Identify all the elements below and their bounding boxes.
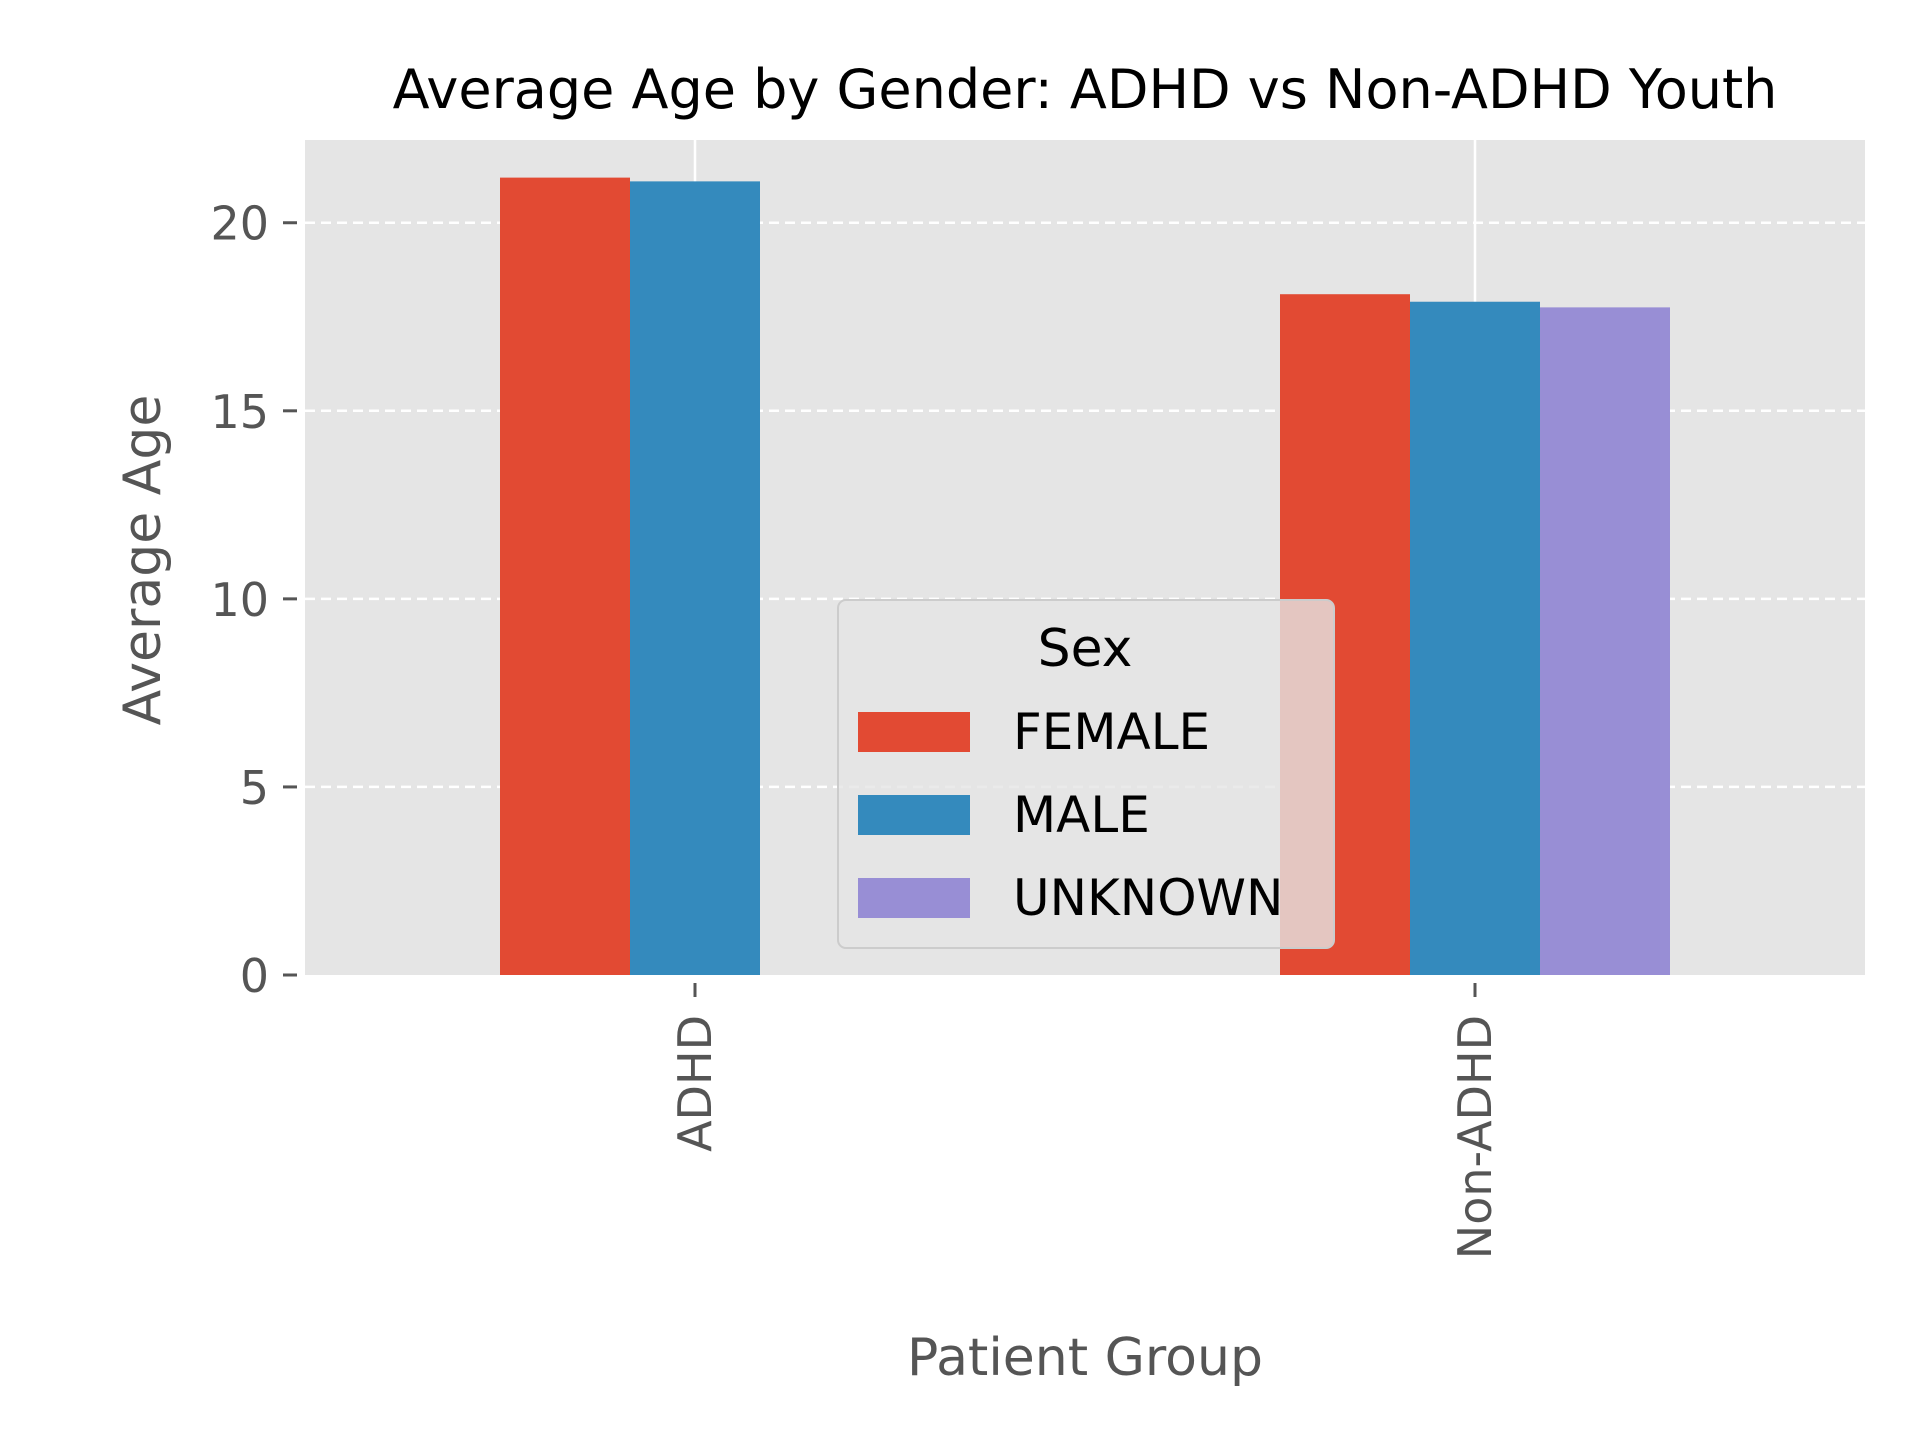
y-tick-label: 0 xyxy=(240,949,269,1003)
legend-frame xyxy=(837,599,1335,949)
legend-label-male: MALE xyxy=(1013,786,1150,844)
bar-unknown-non-adhd xyxy=(1540,307,1670,976)
legend-swatch-male xyxy=(858,795,970,835)
legend: Sex FEMALE MALE UNKNOWN xyxy=(837,599,1335,949)
y-tick-label: 20 xyxy=(210,197,269,251)
axes: 0 5 10 15 20 ADHD Non-ADHD xyxy=(210,197,1502,1259)
bar-male-non-adhd xyxy=(1410,301,1540,975)
y-tick-label: 10 xyxy=(210,573,269,627)
bar-female-adhd xyxy=(500,177,630,975)
legend-label-female: FEMALE xyxy=(1013,703,1210,761)
bar-male-adhd xyxy=(630,181,760,975)
chart-title: Average Age by Gender: ADHD vs Non-ADHD … xyxy=(393,58,1778,121)
legend-items: FEMALE MALE UNKNOWN xyxy=(858,703,1283,927)
x-tick-label: ADHD xyxy=(668,1015,722,1152)
y-tick-label: 5 xyxy=(240,761,269,815)
x-axis-label: Patient Group xyxy=(907,1328,1263,1388)
legend-label-unknown: UNKNOWN xyxy=(1013,869,1283,927)
y-axis-label: Average Age xyxy=(113,395,173,726)
x-tick-label: Non-ADHD xyxy=(1448,1015,1502,1259)
y-tick-label: 15 xyxy=(210,385,269,439)
legend-swatch-unknown xyxy=(858,878,970,918)
legend-title: Sex xyxy=(1038,619,1133,679)
legend-swatch-female xyxy=(858,712,970,752)
